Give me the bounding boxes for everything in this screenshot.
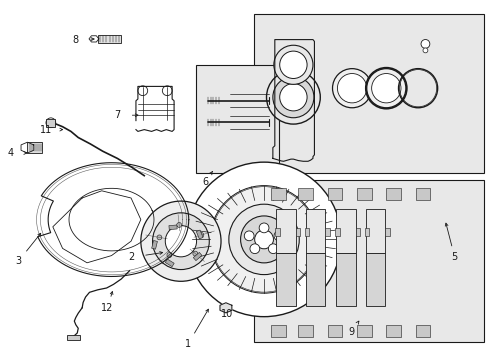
Text: 9: 9 <box>347 327 353 337</box>
Bar <box>385 228 389 236</box>
Text: 2: 2 <box>128 252 134 262</box>
Text: 1: 1 <box>185 339 191 349</box>
Bar <box>271 188 285 200</box>
Bar <box>168 225 177 230</box>
Bar <box>254 14 483 173</box>
Bar <box>165 259 174 267</box>
Circle shape <box>249 244 259 253</box>
Bar <box>196 230 203 239</box>
Bar <box>254 180 483 342</box>
Bar <box>335 228 339 236</box>
Bar <box>151 240 157 249</box>
Text: 4: 4 <box>8 148 14 158</box>
Bar <box>305 209 325 253</box>
Bar <box>195 65 278 173</box>
Bar <box>276 209 295 253</box>
Circle shape <box>254 230 273 249</box>
Circle shape <box>166 253 171 257</box>
Polygon shape <box>220 303 231 313</box>
Bar <box>193 252 202 261</box>
Circle shape <box>138 86 147 96</box>
Bar <box>336 209 355 253</box>
Bar <box>327 325 342 337</box>
Circle shape <box>420 40 429 48</box>
Circle shape <box>332 69 371 108</box>
Text: 6: 6 <box>202 177 208 187</box>
Circle shape <box>186 162 341 317</box>
Bar <box>336 252 355 306</box>
Bar <box>364 228 368 236</box>
Text: 8: 8 <box>73 35 79 45</box>
Circle shape <box>273 231 283 241</box>
Circle shape <box>228 204 299 275</box>
Circle shape <box>279 51 306 78</box>
Circle shape <box>266 70 320 124</box>
Text: 10: 10 <box>221 309 233 319</box>
Bar <box>355 228 360 236</box>
Bar <box>325 228 329 236</box>
Bar <box>327 188 342 200</box>
Circle shape <box>157 235 162 240</box>
Circle shape <box>162 86 172 96</box>
Circle shape <box>210 186 317 293</box>
Circle shape <box>268 244 278 253</box>
Text: 12: 12 <box>101 303 114 313</box>
Circle shape <box>176 222 181 228</box>
Circle shape <box>244 231 254 241</box>
Bar <box>46 119 55 127</box>
Circle shape <box>371 73 400 103</box>
Bar <box>275 228 279 236</box>
Circle shape <box>273 45 312 84</box>
Circle shape <box>222 304 229 311</box>
Circle shape <box>279 84 306 111</box>
Circle shape <box>337 73 366 103</box>
Bar <box>276 252 295 306</box>
Bar <box>415 325 429 337</box>
Bar <box>356 325 371 337</box>
Circle shape <box>192 251 197 256</box>
Bar <box>365 252 385 306</box>
Circle shape <box>141 201 221 281</box>
Bar <box>365 209 385 253</box>
Bar <box>415 188 429 200</box>
Bar <box>356 188 371 200</box>
Bar <box>386 325 400 337</box>
Bar <box>98 35 121 43</box>
Circle shape <box>46 118 56 128</box>
Bar <box>271 325 285 337</box>
Circle shape <box>259 223 268 233</box>
Circle shape <box>422 48 427 53</box>
Text: 5: 5 <box>451 252 457 262</box>
Text: 11: 11 <box>40 125 53 135</box>
Bar <box>304 228 308 236</box>
Bar <box>67 335 80 340</box>
Circle shape <box>165 226 196 257</box>
Circle shape <box>366 69 405 108</box>
Circle shape <box>152 213 209 270</box>
Bar <box>298 188 312 200</box>
Bar <box>295 228 300 236</box>
Bar <box>305 252 325 306</box>
Bar <box>27 142 42 153</box>
Bar <box>298 325 312 337</box>
Text: 7: 7 <box>114 110 120 120</box>
Circle shape <box>272 77 313 118</box>
Text: 3: 3 <box>16 256 21 266</box>
Circle shape <box>240 216 287 263</box>
Circle shape <box>199 233 203 237</box>
Bar <box>386 188 400 200</box>
